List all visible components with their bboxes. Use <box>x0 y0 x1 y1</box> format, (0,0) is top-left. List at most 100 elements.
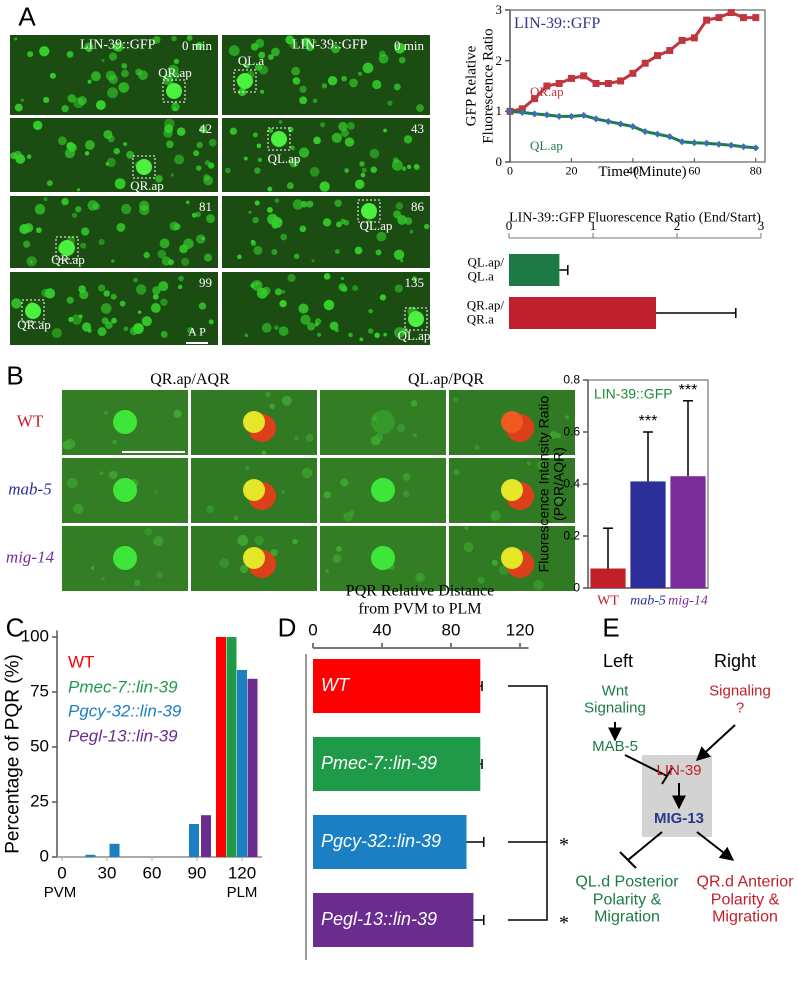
point <box>555 79 563 87</box>
cell-nucleus <box>243 156 248 161</box>
point <box>666 47 674 55</box>
cell-nucleus <box>62 440 72 450</box>
point <box>739 14 747 22</box>
cell-nucleus <box>228 45 240 57</box>
tracked-cell <box>166 83 182 99</box>
cell-nucleus <box>135 284 147 295</box>
cell-nucleus <box>321 83 328 89</box>
cell-nucleus <box>114 178 126 190</box>
cell-nucleus <box>395 202 404 210</box>
bar <box>216 637 226 857</box>
cell-nucleus <box>546 475 550 479</box>
point <box>629 69 637 77</box>
cell-nucleus <box>201 236 205 241</box>
cell-nucleus <box>311 259 315 263</box>
cell-nucleus <box>359 337 364 342</box>
cell-nucleus <box>412 276 417 282</box>
cell-nucleus <box>526 461 531 466</box>
cell-nucleus <box>155 174 163 183</box>
cell-nucleus <box>183 238 194 249</box>
cell-nucleus <box>84 151 90 156</box>
cell-nucleus <box>319 181 330 192</box>
cell-nucleus <box>271 47 280 57</box>
cell-nucleus <box>97 284 106 292</box>
bar <box>630 481 666 588</box>
point <box>604 79 612 87</box>
cell-nucleus <box>498 565 509 576</box>
cell-nucleus <box>252 216 259 224</box>
cell-nucleus <box>383 128 387 133</box>
cell-nucleus <box>323 491 331 499</box>
tracked-cell <box>59 240 75 256</box>
bar <box>313 893 474 947</box>
cell-nucleus <box>133 277 138 283</box>
cell-nucleus <box>113 147 120 155</box>
point <box>703 16 711 24</box>
cell-nucleus <box>244 466 250 471</box>
cell-nucleus <box>536 460 546 470</box>
cell-nucleus <box>341 285 348 292</box>
cell-nucleus <box>160 298 168 307</box>
cell-nucleus <box>343 219 350 226</box>
point <box>739 143 747 151</box>
cell-nucleus <box>290 145 295 151</box>
cell-nucleus <box>343 511 353 522</box>
cell-nucleus <box>161 256 171 266</box>
cell-nucleus <box>154 490 158 495</box>
cell-nucleus <box>13 150 22 160</box>
cell-nucleus <box>71 314 82 325</box>
cell-nucleus <box>191 212 197 218</box>
cell-nucleus <box>394 42 406 54</box>
cell-nucleus <box>118 82 130 93</box>
point <box>678 138 686 146</box>
cell-nucleus <box>453 396 459 402</box>
cell-nucleus <box>336 545 343 552</box>
cell-nucleus <box>379 294 387 301</box>
cell-nucleus <box>402 473 411 481</box>
point <box>592 115 600 123</box>
cell-nucleus <box>267 54 274 60</box>
cell-nucleus <box>344 168 349 173</box>
cell-nucleus <box>565 415 570 420</box>
cell-nucleus <box>76 188 81 192</box>
merge-cell <box>501 411 523 433</box>
cell-nucleus <box>334 328 339 333</box>
bar <box>313 659 481 713</box>
cell-nucleus <box>250 240 257 247</box>
gfp-cell <box>371 478 395 502</box>
cell-nucleus <box>409 229 414 234</box>
cell-nucleus <box>61 197 69 206</box>
point <box>580 111 588 119</box>
cell-nucleus <box>208 319 214 325</box>
cell-nucleus <box>35 125 40 130</box>
cell-box <box>357 199 381 223</box>
point <box>567 112 575 120</box>
cell-nucleus <box>273 325 279 331</box>
cell-nucleus <box>14 103 23 112</box>
cell-nucleus <box>61 105 69 113</box>
cell-nucleus <box>107 87 119 99</box>
cell-nucleus <box>39 46 50 57</box>
point <box>715 14 723 22</box>
cell-nucleus <box>254 167 261 174</box>
cell-nucleus <box>23 223 34 233</box>
cell-nucleus <box>164 118 175 129</box>
cell-nucleus <box>286 182 294 190</box>
cell-nucleus <box>251 280 263 291</box>
merge-cell <box>243 479 265 501</box>
cell-nucleus <box>265 391 271 398</box>
cell-nucleus <box>198 302 207 310</box>
cell-nucleus <box>348 332 353 338</box>
cell-nucleus <box>258 51 266 59</box>
cell-nucleus <box>92 202 101 211</box>
cell-nucleus <box>278 326 289 336</box>
cell-nucleus <box>392 157 399 164</box>
micrograph <box>10 272 218 345</box>
cell-nucleus <box>84 42 94 52</box>
cell-nucleus <box>110 293 117 300</box>
cell-nucleus <box>401 166 407 172</box>
cell-nucleus <box>158 281 169 292</box>
cell-nucleus <box>143 251 150 259</box>
cell-nucleus <box>79 290 89 300</box>
cell-nucleus <box>453 469 460 476</box>
